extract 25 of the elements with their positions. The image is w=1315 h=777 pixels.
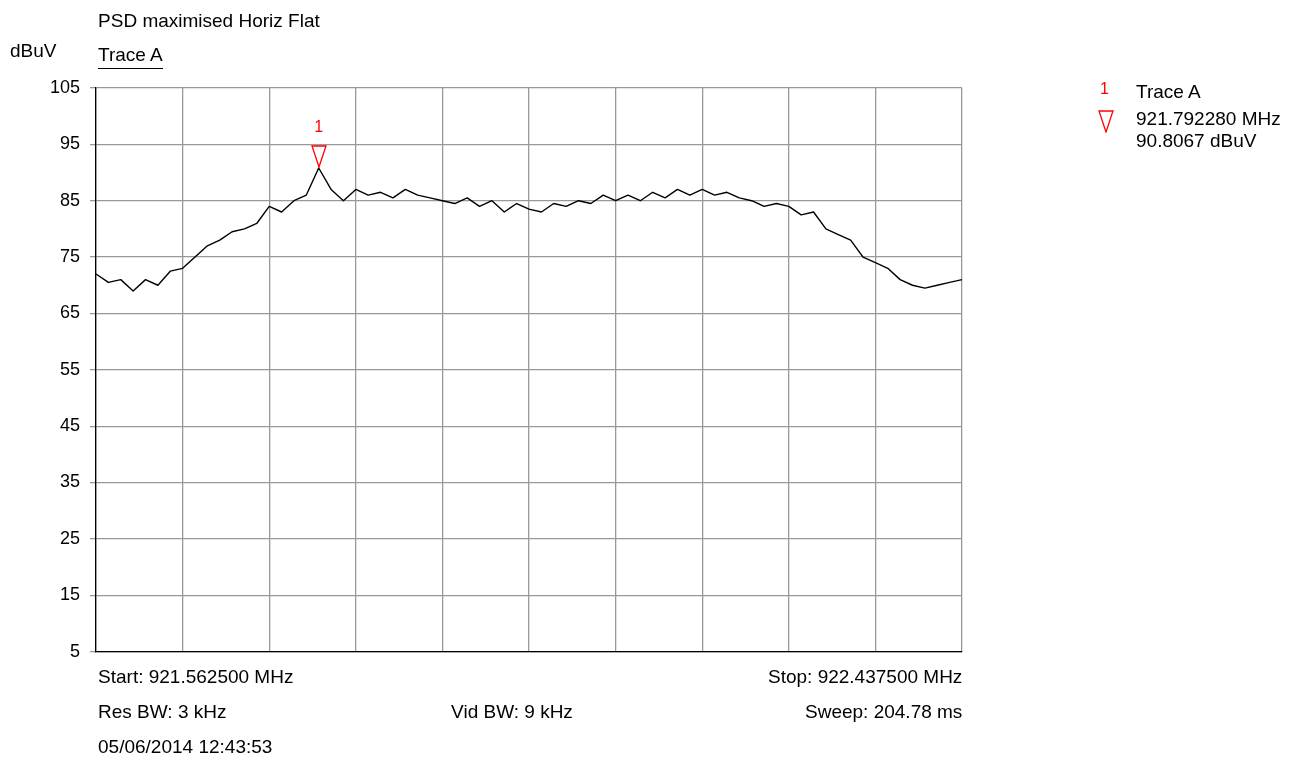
y-tick-label: 65 bbox=[60, 302, 81, 323]
annotation: 1 bbox=[314, 117, 324, 136]
text: Sweep: 204.78 ms bbox=[805, 700, 963, 723]
y-axis-title: dBuV bbox=[10, 40, 57, 62]
y-tick-label: 85 bbox=[60, 189, 81, 210]
text: 05/06/2014 12:43:53 bbox=[98, 735, 273, 758]
text: 90.8067 dBuV bbox=[1136, 130, 1257, 152]
y-tick-label: 35 bbox=[60, 471, 81, 492]
y-tick-label: 25 bbox=[60, 527, 81, 548]
text: 1 bbox=[1100, 80, 1109, 97]
text: Start: 921.562500 MHz bbox=[98, 665, 294, 688]
y-tick-label: 45 bbox=[60, 415, 81, 436]
chart-title: PSD maximised Horiz Flat bbox=[98, 10, 320, 32]
y-tick-label: 5 bbox=[70, 640, 81, 661]
text: Stop: 922.437500 MHz bbox=[768, 665, 963, 688]
text: Trace A bbox=[1136, 81, 1201, 103]
y-tick-label: 55 bbox=[60, 358, 81, 379]
y-tick-label: 75 bbox=[60, 246, 81, 267]
y-tick-label: 105 bbox=[49, 76, 81, 97]
text: Res BW: 3 kHz bbox=[98, 700, 227, 723]
y-tick-label: 15 bbox=[60, 584, 81, 605]
y-tick-label: 95 bbox=[60, 133, 81, 154]
text: Vid BW: 9 kHz bbox=[451, 700, 573, 723]
text: 921.792280 MHz bbox=[1136, 108, 1281, 130]
text: Trace A bbox=[98, 44, 163, 69]
